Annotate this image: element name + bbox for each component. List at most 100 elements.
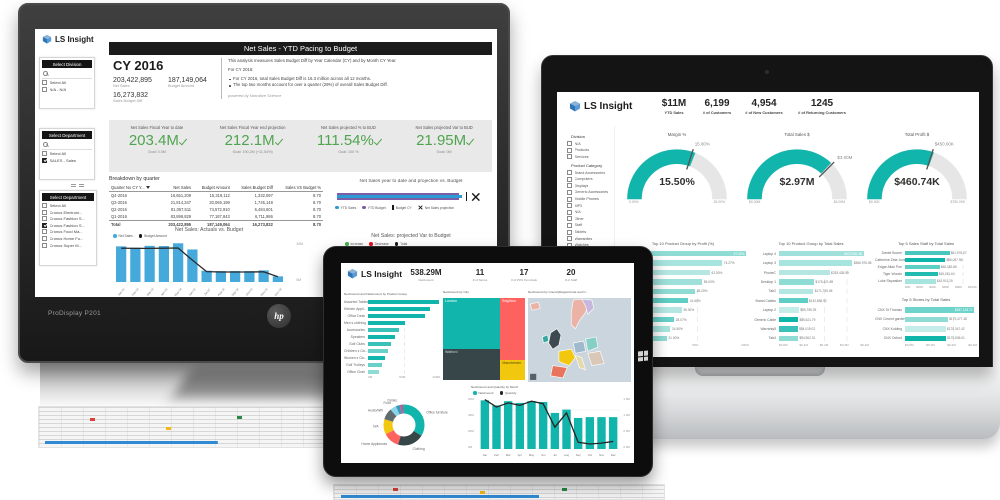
checkbox-item[interactable]: Cronus Fashion S... bbox=[42, 216, 94, 222]
gauge-margin[interactable]: Margin % 15.00% 15.50% 0.00% 25.00% bbox=[621, 132, 733, 232]
chart-product-group[interactable]: NetAmount and NetAmount by Product Group… bbox=[344, 290, 440, 382]
checkbox[interactable] bbox=[567, 183, 572, 189]
column-bar[interactable] bbox=[172, 243, 184, 282]
column-bar[interactable] bbox=[515, 402, 525, 449]
checkbox[interactable] bbox=[42, 209, 47, 215]
column-bar[interactable] bbox=[244, 271, 255, 282]
checkbox[interactable] bbox=[567, 176, 572, 182]
plot-area[interactable] bbox=[479, 397, 619, 449]
checkbox[interactable] bbox=[567, 147, 572, 153]
bar-row[interactable]: Laptop 3 $366,976.08 bbox=[753, 258, 871, 267]
bar-row[interactable]: Speakers bbox=[344, 334, 440, 341]
checkbox-item[interactable]: N/A - N/A bbox=[42, 86, 92, 92]
legend-item[interactable]: Decrease bbox=[369, 242, 389, 246]
bar-row[interactable]: Tab4 $94,962.31 bbox=[753, 334, 869, 343]
bar-row[interactable]: Men s clothing bbox=[344, 320, 440, 327]
legend-item[interactable]: Budget Amount bbox=[138, 234, 167, 238]
column-bar[interactable] bbox=[492, 405, 501, 449]
bar[interactable] bbox=[905, 335, 946, 341]
checkbox-item[interactable]: Select All bbox=[42, 80, 92, 86]
legend-item[interactable]: Net Sales projection bbox=[418, 205, 454, 210]
bar-row[interactable]: Luke Skywalker $42,911.19 bbox=[875, 278, 977, 285]
bar-row[interactable]: Laptop 4 $422,951.85 bbox=[753, 249, 869, 258]
checkbox-item[interactable]: Brand Accessories bbox=[567, 170, 614, 176]
bar-row[interactable]: Office Chair bbox=[344, 368, 440, 375]
checkbox[interactable] bbox=[42, 229, 47, 235]
table-row[interactable]: Q1-2016 83,899,829 77,187,843 6,711,986 8.70 bbox=[111, 214, 321, 219]
column-header[interactable]: Sales Budget Diff bbox=[231, 184, 275, 192]
bar[interactable] bbox=[368, 362, 383, 367]
bar-row[interactable]: Generic Cable $95,621.79 bbox=[753, 315, 869, 324]
column-bar[interactable] bbox=[187, 249, 198, 282]
checkbox[interactable] bbox=[567, 170, 572, 176]
checkbox-item[interactable]: Tablets bbox=[567, 229, 614, 235]
bar-row[interactable]: Brand Cables $142,838.92 bbox=[753, 296, 869, 305]
bar[interactable] bbox=[645, 335, 667, 342]
checkbox-item[interactable]: N/A bbox=[567, 141, 614, 146]
bar-row[interactable]: Assorted Tables bbox=[344, 299, 440, 306]
bar-row[interactable]: Tiger Woods $45,241.64 bbox=[875, 271, 977, 278]
bar[interactable] bbox=[368, 341, 392, 346]
column-header[interactable]: Sales VS Budget % bbox=[274, 184, 323, 192]
bar[interactable] bbox=[905, 250, 950, 255]
checkbox[interactable] bbox=[42, 80, 47, 86]
column-bar[interactable] bbox=[130, 247, 141, 282]
bar[interactable] bbox=[645, 288, 696, 295]
checkbox-item[interactable]: Displays bbox=[567, 183, 614, 189]
legend-item[interactable]: YTD Budget bbox=[362, 206, 386, 210]
bar[interactable] bbox=[905, 307, 974, 313]
column-bar[interactable] bbox=[144, 245, 155, 282]
table-row[interactable]: Q3-2016 21,814,347 20,069,199 1,745,148 8.70 bbox=[111, 200, 321, 205]
column-header[interactable]: Net Sales bbox=[160, 184, 194, 192]
combo-chart-month[interactable]: Jan Feb Mar Apr May Jun Jul Aug Sep Oct Nov Dec 60M… bbox=[467, 385, 631, 459]
table-row[interactable]: Q4-2016 16,651,209 15,319,112 1,332,097 8.70 bbox=[111, 193, 321, 198]
checkbox[interactable] bbox=[42, 216, 47, 222]
bar[interactable] bbox=[779, 260, 853, 266]
bar[interactable] bbox=[368, 314, 425, 319]
bar[interactable] bbox=[368, 348, 389, 353]
checkbox-item[interactable]: Cronus Electroni... bbox=[42, 209, 94, 215]
checkbox[interactable] bbox=[567, 141, 572, 146]
checkbox[interactable] bbox=[42, 86, 47, 92]
bar[interactable] bbox=[905, 272, 938, 277]
column-bar[interactable] bbox=[201, 270, 212, 282]
checkbox-item[interactable]: Cronus Food Ma... bbox=[42, 229, 94, 235]
checkbox[interactable] bbox=[567, 216, 572, 222]
column-header[interactable]: Quarter No CY Y... bbox=[109, 184, 161, 192]
legend-item[interactable]: Budget CY bbox=[391, 205, 412, 210]
bar[interactable] bbox=[779, 288, 814, 295]
legend-item[interactable]: Total bbox=[394, 242, 407, 246]
gauge-total-profit[interactable]: Total Profit $ $450.00K $460.74K $0.00K … bbox=[861, 132, 973, 232]
column-bar[interactable] bbox=[608, 417, 618, 449]
column-bar[interactable] bbox=[573, 417, 583, 449]
column-bar[interactable] bbox=[585, 417, 595, 449]
bar-row[interactable]: CNX St Thomas $287,128.72 bbox=[875, 305, 977, 315]
bar-row[interactable]: Golf Trolleys bbox=[344, 361, 440, 368]
bar[interactable] bbox=[779, 316, 799, 323]
column-bar[interactable] bbox=[538, 402, 548, 449]
bar[interactable] bbox=[645, 298, 689, 304]
kpi-card[interactable]: Net Sales Fiscal Year end projection 212.… bbox=[219, 125, 286, 154]
treemap-tile[interactable]: London bbox=[443, 298, 501, 349]
bar-row[interactable]: Tab2 $171,745.06 bbox=[753, 287, 869, 296]
bar[interactable] bbox=[779, 269, 830, 276]
bar-row[interactable]: CNX Covent garden $179,477.48 bbox=[875, 315, 977, 325]
checkbox[interactable] bbox=[567, 189, 572, 195]
bar[interactable] bbox=[368, 334, 396, 339]
bar[interactable] bbox=[368, 369, 379, 374]
column-bar[interactable] bbox=[527, 401, 536, 449]
checkbox-item[interactable]: Services bbox=[567, 154, 614, 160]
bar[interactable] bbox=[905, 326, 946, 332]
bar-row[interactable]: CNX Oxford $170,836.01 bbox=[875, 334, 977, 344]
bar-row[interactable]: Children s Clo... bbox=[344, 347, 440, 354]
column-header[interactable]: Budget Amount bbox=[193, 184, 232, 192]
bar[interactable] bbox=[905, 257, 946, 262]
bar-row[interactable]: Golf Clubs bbox=[344, 340, 440, 347]
treemap-city[interactable]: NetAmount by City London Watford Brighton Ma… bbox=[443, 290, 525, 380]
plot-area[interactable] bbox=[114, 242, 285, 282]
chart-top5-staff[interactable]: Top 5 Sales Staff by Total Sales Daniel … bbox=[875, 240, 977, 292]
checkbox-item[interactable]: Warranties bbox=[567, 236, 614, 242]
bar[interactable] bbox=[645, 250, 746, 257]
bar[interactable] bbox=[645, 307, 682, 313]
actuals-column-chart[interactable]: Jan-16 Feb-16 Mar-16 Apr-16 May-16 Jun-16 Jul-… bbox=[109, 227, 309, 297]
